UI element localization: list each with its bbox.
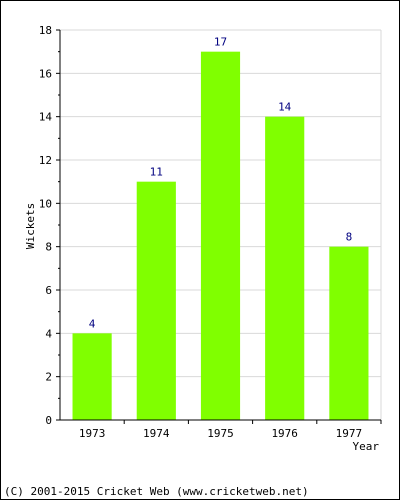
data-label: 14 — [278, 101, 292, 114]
x-axis-title: Year — [353, 440, 380, 453]
y-tick-label: 14 — [39, 111, 53, 124]
y-tick-label: 0 — [45, 414, 52, 427]
y-tick-label: 10 — [39, 197, 52, 210]
bar — [265, 116, 305, 421]
x-tick-labels: 1973 1974 1975 1976 1977 — [79, 427, 362, 440]
data-label: 17 — [214, 36, 227, 49]
y-tick-label: 2 — [45, 371, 52, 384]
y-tick-label: 12 — [39, 154, 52, 167]
y-tick-label: 16 — [39, 67, 52, 80]
bars — [72, 51, 369, 421]
y-tick-label: 4 — [45, 327, 52, 340]
bar — [329, 246, 369, 420]
data-label: 11 — [150, 166, 163, 179]
data-labels: 4 11 17 14 8 — [89, 36, 352, 331]
x-tick-label: 1975 — [207, 427, 234, 440]
y-tick-labels: 0 2 4 6 8 10 12 14 16 18 — [39, 24, 53, 427]
data-label: 4 — [89, 317, 96, 330]
data-label: 8 — [346, 231, 353, 244]
copyright-text: (C) 2001-2015 Cricket Web (www.cricketwe… — [4, 485, 309, 498]
y-tick-label: 18 — [39, 24, 52, 37]
y-axis-title: Wickets — [24, 203, 37, 249]
axes — [56, 29, 382, 424]
x-tick-label: 1974 — [143, 427, 170, 440]
bar — [200, 51, 241, 421]
x-tick-label: 1973 — [79, 427, 106, 440]
y-tick-label: 8 — [45, 241, 52, 254]
bar — [136, 181, 176, 420]
x-tick-label: 1976 — [271, 427, 298, 440]
x-tick-label: 1977 — [336, 427, 363, 440]
bar — [72, 333, 112, 420]
y-tick-label: 6 — [45, 284, 52, 297]
gridlines — [60, 29, 382, 420]
